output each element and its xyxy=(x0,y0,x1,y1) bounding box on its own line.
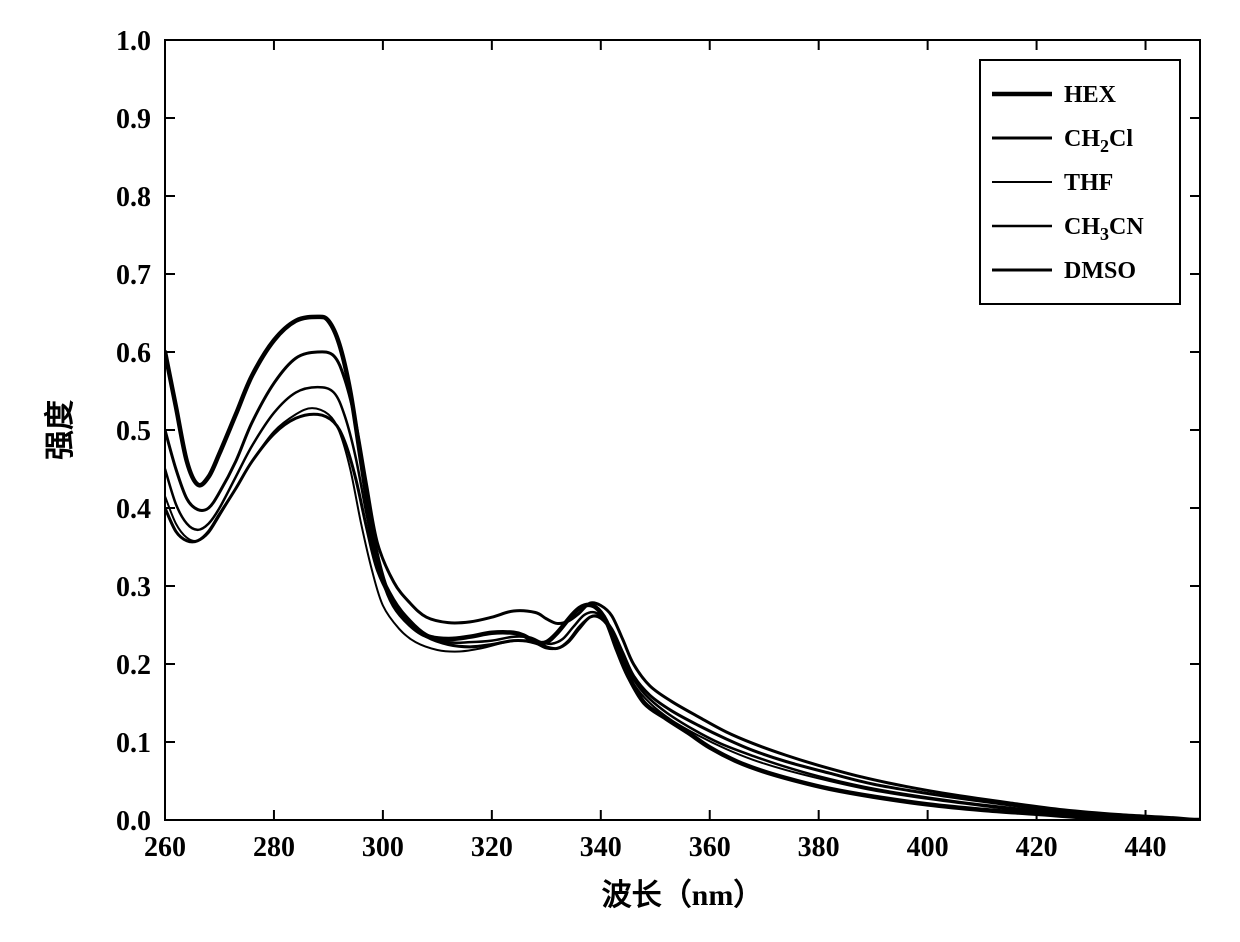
y-tick-label: 0.8 xyxy=(116,182,151,213)
x-tick-label: 400 xyxy=(907,832,949,863)
x-tick-label: 280 xyxy=(253,832,295,863)
legend-label: CH2Cl xyxy=(1064,126,1133,156)
x-tick-label: 320 xyxy=(471,832,513,863)
y-tick-label: 1.0 xyxy=(116,26,151,57)
legend: HEXCH2ClTHFCH3CNDMSO xyxy=(980,60,1180,304)
x-tick-label: 440 xyxy=(1125,832,1167,863)
y-tick-label: 0.2 xyxy=(116,650,151,681)
x-tick-label: 420 xyxy=(1016,832,1058,863)
legend-label: HEX xyxy=(1064,82,1117,108)
legend-label: THF xyxy=(1064,170,1113,196)
x-tick-label: 300 xyxy=(362,832,404,863)
y-tick-label: 0.9 xyxy=(116,104,151,135)
chart-svg: 2602803003203403603804004204400.00.10.20… xyxy=(0,0,1240,942)
y-axis-label: 强度 xyxy=(44,400,77,460)
y-tick-label: 0.4 xyxy=(116,494,151,525)
y-tick-label: 0.7 xyxy=(116,260,151,291)
y-tick-label: 0.5 xyxy=(116,416,151,447)
y-tick-label: 0.0 xyxy=(116,806,151,837)
x-tick-label: 340 xyxy=(580,832,622,863)
spectrum-chart: 2602803003203403603804004204400.00.10.20… xyxy=(0,0,1240,942)
x-axis-label: 波长（nm） xyxy=(602,878,764,912)
y-tick-label: 0.3 xyxy=(116,572,151,603)
x-tick-label: 360 xyxy=(689,832,731,863)
legend-label: DMSO xyxy=(1064,258,1136,284)
y-tick-label: 0.6 xyxy=(116,338,151,369)
y-tick-label: 0.1 xyxy=(116,728,151,759)
x-tick-label: 380 xyxy=(798,832,840,863)
